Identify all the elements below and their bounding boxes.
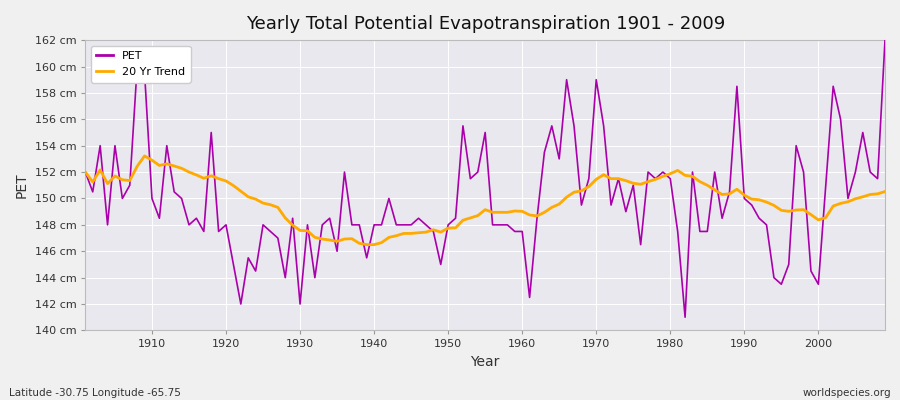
Title: Yearly Total Potential Evapotranspiration 1901 - 2009: Yearly Total Potential Evapotranspiratio… (246, 15, 724, 33)
Text: Latitude -30.75 Longitude -65.75: Latitude -30.75 Longitude -65.75 (9, 388, 181, 398)
Legend: PET, 20 Yr Trend: PET, 20 Yr Trend (91, 46, 191, 82)
Text: worldspecies.org: worldspecies.org (803, 388, 891, 398)
X-axis label: Year: Year (471, 355, 500, 369)
Y-axis label: PET: PET (15, 172, 29, 198)
